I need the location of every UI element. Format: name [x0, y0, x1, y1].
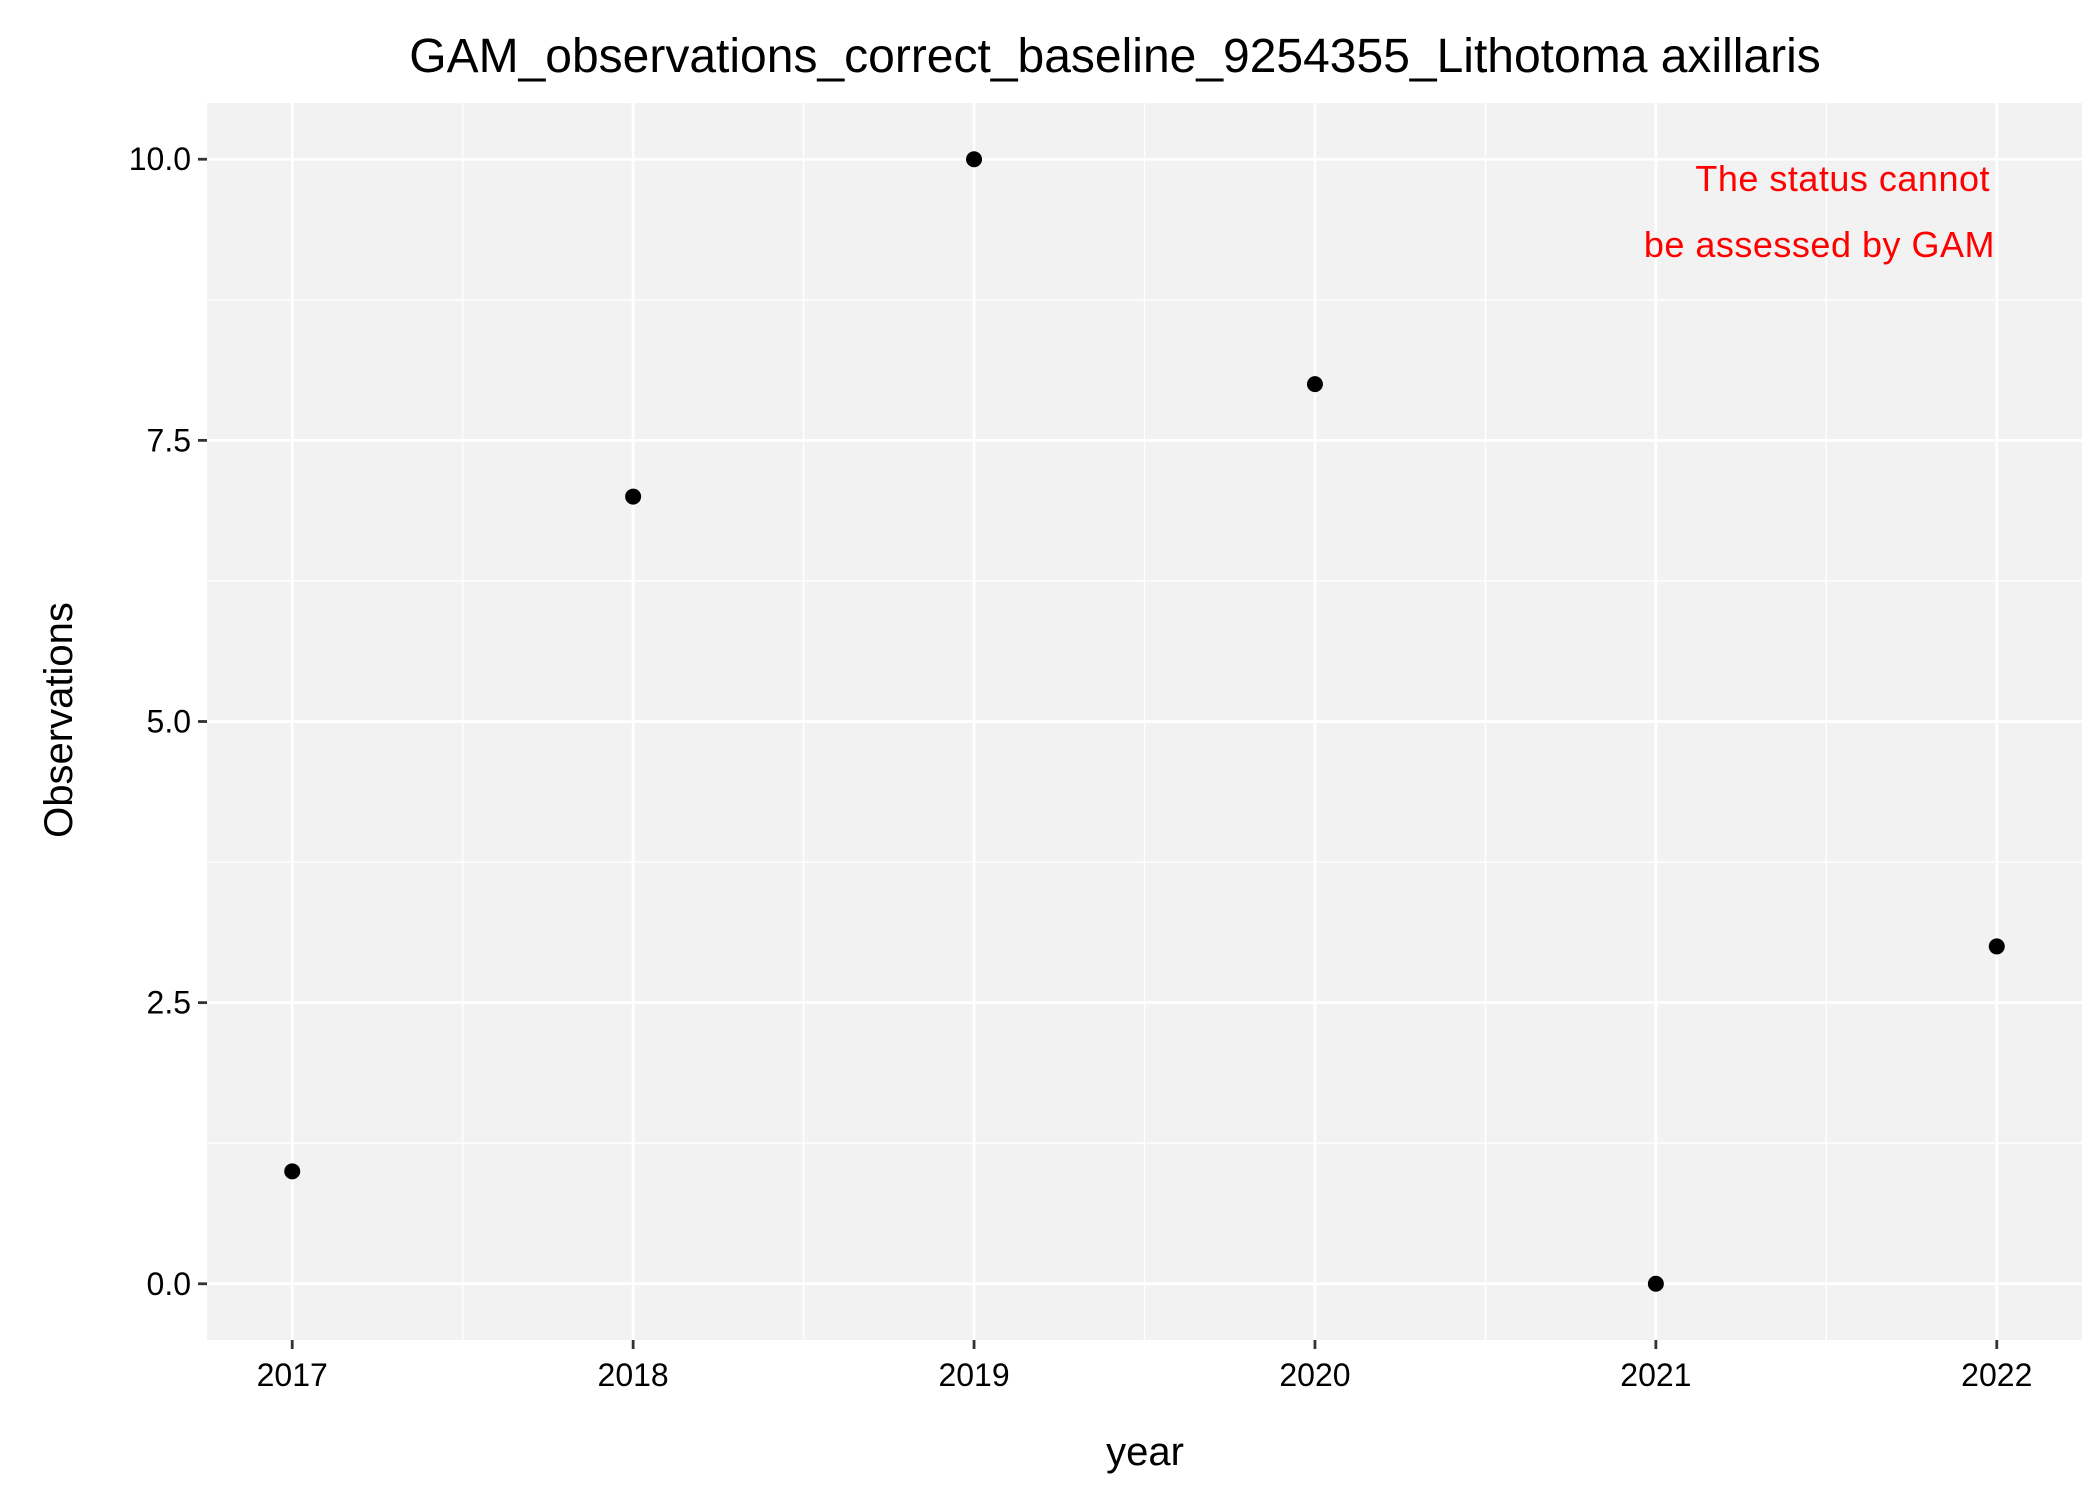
x-axis: 2017 2018 2019 2020 2021 2022	[257, 1340, 2032, 1393]
x-axis-title: year	[1106, 1430, 1184, 1474]
y-tick-label: 2.5	[147, 985, 191, 1021]
y-tick-label: 5.0	[147, 704, 191, 740]
x-tick-label: 2018	[598, 1357, 669, 1393]
x-tick-label: 2021	[1620, 1357, 1691, 1393]
annotation-line-1: The status cannot	[1695, 158, 1990, 199]
status-annotation: The status cannot be assessed by GAM	[1644, 158, 1995, 265]
y-tick-label: 0.0	[147, 1266, 191, 1302]
x-tick-label: 2022	[1961, 1357, 2032, 1393]
data-point	[284, 1163, 301, 1180]
major-gridlines	[207, 103, 2082, 1340]
chart-title: GAM_observations_correct_baseline_925435…	[409, 30, 1821, 83]
data-point	[1647, 1275, 1664, 1292]
y-axis: 0.0 2.5 5.0 7.5 10.0	[129, 141, 207, 1302]
data-point	[625, 488, 642, 505]
y-tick-label: 7.5	[147, 422, 191, 458]
y-tick-label: 10.0	[129, 141, 191, 177]
x-tick-label: 2020	[1279, 1357, 1350, 1393]
y-axis-title: Observations	[37, 602, 81, 838]
x-tick-label: 2017	[257, 1357, 328, 1393]
data-point	[1306, 376, 1323, 393]
x-tick-label: 2019	[938, 1357, 1009, 1393]
data-point	[966, 151, 983, 168]
data-point	[1988, 938, 2005, 955]
annotation-line-2: be assessed by GAM	[1644, 224, 1995, 265]
data-points	[284, 151, 2005, 1292]
